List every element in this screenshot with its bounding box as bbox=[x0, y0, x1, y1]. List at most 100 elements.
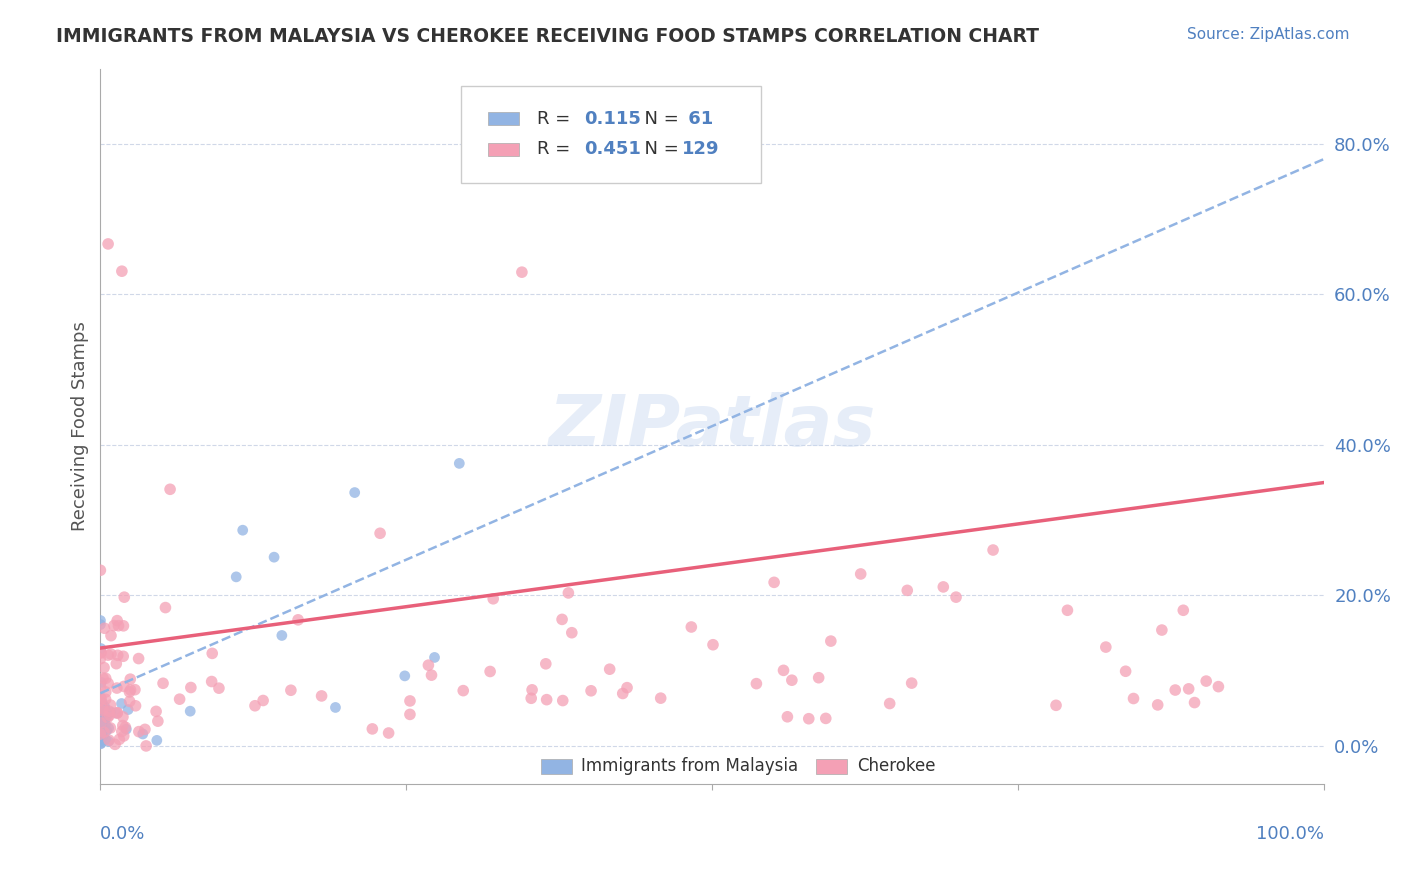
Point bbox=[780, 673, 803, 688]
Point bbox=[394, 669, 416, 683]
Point bbox=[155, 600, 177, 615]
Point bbox=[94, 685, 117, 699]
Point bbox=[97, 734, 120, 748]
Point bbox=[89, 733, 111, 747]
Point bbox=[91, 702, 114, 716]
Point bbox=[1150, 623, 1173, 637]
Point bbox=[1208, 680, 1230, 694]
Text: ZIPatlas: ZIPatlas bbox=[548, 392, 876, 460]
Point bbox=[89, 727, 111, 741]
Point bbox=[89, 724, 111, 739]
Point bbox=[520, 691, 543, 706]
Point bbox=[325, 700, 347, 714]
Point bbox=[896, 583, 918, 598]
Point bbox=[900, 676, 922, 690]
Point bbox=[100, 705, 122, 719]
Point bbox=[94, 671, 117, 685]
Point bbox=[225, 570, 247, 584]
Point bbox=[94, 717, 117, 731]
Point bbox=[377, 726, 399, 740]
Point bbox=[112, 729, 135, 743]
Point bbox=[776, 710, 799, 724]
Point bbox=[423, 650, 446, 665]
Point bbox=[89, 693, 111, 707]
Point bbox=[599, 662, 621, 676]
Point bbox=[118, 685, 141, 699]
Point bbox=[90, 736, 112, 750]
Text: N =: N = bbox=[633, 110, 679, 128]
Point bbox=[100, 721, 122, 735]
Point bbox=[110, 697, 132, 711]
Point bbox=[90, 675, 112, 690]
Point bbox=[93, 660, 115, 674]
Point bbox=[232, 523, 254, 537]
Point bbox=[243, 698, 266, 713]
Point bbox=[111, 724, 134, 739]
Point bbox=[797, 712, 820, 726]
Point bbox=[152, 676, 174, 690]
Point bbox=[90, 715, 112, 730]
Point bbox=[650, 691, 672, 706]
Point bbox=[252, 693, 274, 707]
Point bbox=[399, 694, 422, 708]
Point bbox=[287, 613, 309, 627]
Text: 100.0%: 100.0% bbox=[1257, 825, 1324, 843]
Point bbox=[97, 236, 120, 251]
Point bbox=[115, 723, 138, 737]
Point bbox=[105, 657, 128, 671]
Point bbox=[100, 629, 122, 643]
Point bbox=[103, 618, 125, 632]
Point bbox=[482, 591, 505, 606]
Point bbox=[90, 729, 112, 743]
Point bbox=[169, 692, 191, 706]
Text: 0.451: 0.451 bbox=[583, 140, 641, 158]
Point bbox=[94, 711, 117, 725]
Point bbox=[418, 658, 440, 673]
Point bbox=[159, 483, 181, 497]
FancyBboxPatch shape bbox=[488, 112, 519, 125]
Point bbox=[1146, 698, 1168, 712]
Point bbox=[449, 456, 471, 470]
Point bbox=[89, 729, 111, 743]
Point bbox=[820, 634, 842, 648]
Point bbox=[90, 646, 112, 660]
Point bbox=[681, 620, 703, 634]
Point bbox=[1173, 603, 1195, 617]
Point bbox=[807, 671, 830, 685]
Point bbox=[311, 689, 333, 703]
Point bbox=[134, 723, 156, 737]
Point bbox=[90, 737, 112, 751]
Text: Cherokee: Cherokee bbox=[856, 756, 935, 774]
Point bbox=[1177, 681, 1199, 696]
Point bbox=[616, 681, 638, 695]
Point bbox=[105, 614, 128, 628]
Point bbox=[100, 647, 122, 661]
Point bbox=[112, 590, 135, 604]
Point bbox=[93, 725, 115, 739]
Text: N =: N = bbox=[633, 140, 679, 158]
Point bbox=[97, 721, 120, 735]
Point bbox=[551, 612, 574, 626]
Point bbox=[90, 705, 112, 719]
Point bbox=[96, 723, 118, 738]
Point bbox=[579, 683, 602, 698]
Point bbox=[557, 586, 579, 600]
Point bbox=[89, 732, 111, 747]
Point bbox=[399, 707, 422, 722]
Point bbox=[90, 704, 112, 718]
Point bbox=[91, 711, 114, 725]
Point bbox=[100, 698, 122, 712]
FancyBboxPatch shape bbox=[461, 87, 761, 183]
Point bbox=[117, 702, 139, 716]
Point bbox=[104, 706, 127, 720]
Point bbox=[120, 672, 142, 686]
Text: 129: 129 bbox=[682, 140, 720, 158]
Point bbox=[107, 648, 129, 663]
Point bbox=[89, 717, 111, 731]
Point bbox=[343, 485, 366, 500]
Point bbox=[89, 721, 111, 735]
Point bbox=[91, 671, 114, 685]
Point bbox=[451, 683, 474, 698]
Point bbox=[128, 651, 150, 665]
Point bbox=[879, 697, 901, 711]
